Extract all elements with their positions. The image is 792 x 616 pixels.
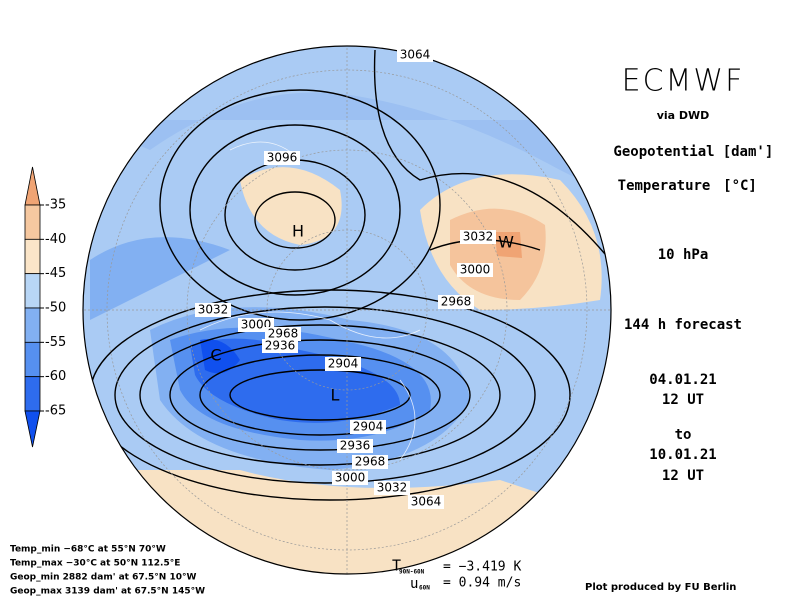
label-box [332, 471, 368, 485]
colorbar-segment [24, 238, 41, 275]
colorbar-label: -40 [45, 232, 66, 247]
title: ECMWF [622, 64, 745, 99]
stat: Geop_min 2882 dam' at 67.5°N 10°W [10, 573, 196, 583]
contour-label: 3032 [198, 303, 229, 317]
contour-label: 3000 [241, 318, 272, 332]
label-box [352, 455, 388, 469]
forecast: 144 h forecast [624, 317, 742, 333]
colorbar-segment [24, 204, 41, 240]
index-value: = −3.419 K [443, 560, 521, 575]
label-box [264, 151, 300, 165]
marker: C [210, 346, 221, 365]
contour-label: 3096 [267, 151, 298, 165]
label-box [325, 357, 361, 371]
contour-label: 2904 [328, 357, 359, 371]
index-value: = 0.94 m/s [443, 576, 521, 591]
variable: Temperature [618, 178, 711, 194]
marker: H [292, 222, 304, 241]
marker: L [331, 386, 340, 405]
index-label: u [410, 576, 418, 592]
colorbar-label: -35 [45, 198, 66, 213]
colorbar-segment [24, 273, 41, 309]
contour-label: 2968 [355, 455, 386, 469]
label-box [337, 439, 373, 453]
colorbar-label: -50 [45, 301, 66, 316]
start-date: 04.01.21 [649, 372, 716, 388]
colorbar-segment [24, 376, 41, 412]
label-box [262, 339, 298, 353]
unit: [°C] [723, 178, 757, 194]
contour-label: 2936 [265, 339, 296, 353]
variable: Geopotential [613, 144, 714, 160]
index-sub: 90N-60N [399, 569, 425, 576]
markers: H W L C [210, 222, 514, 405]
unit: [dam'] [723, 144, 774, 160]
contour-label: 2968 [441, 295, 472, 309]
contour-labels: 3064309630323000296830323000296829362904… [195, 48, 496, 509]
colorbar-label: -65 [45, 404, 66, 419]
index-label: T [392, 557, 401, 575]
contour-label: 3000 [460, 263, 491, 277]
contour-label: 2936 [340, 439, 371, 453]
label-box [374, 481, 410, 495]
stat: Temp_min −68°C at 55°N 70°W [10, 545, 166, 555]
contour-label: 3064 [400, 48, 431, 62]
contour-label: 3032 [377, 481, 408, 495]
label-box [350, 420, 386, 434]
colorbar: -35 -40 -45 -50 -55 -60 -65 [24, 166, 66, 448]
end-time: 12 UT [662, 468, 704, 484]
stat: Geop_max 3139 dam' at 67.5°N 145°W [10, 587, 205, 597]
credit: Plot produced by FU Berlin [585, 582, 736, 593]
stat: Temp_max −30°C at 50°N 112.5°E [10, 559, 180, 569]
level: 10 hPa [658, 247, 709, 263]
colorbar-label: -55 [45, 335, 66, 350]
label-box [460, 230, 496, 244]
label-box [438, 295, 474, 309]
colorbar-tip [24, 166, 41, 206]
contour-label: 3032 [463, 230, 494, 244]
index-sub: 60N [419, 585, 430, 592]
indices: T 90N-60N = −3.419 K u 60N = 0.94 m/s [392, 557, 521, 593]
map [83, 46, 611, 574]
label-box [457, 263, 493, 277]
colorbar-segment [24, 341, 41, 378]
end-date: 10.01.21 [649, 447, 716, 463]
label-box [195, 303, 231, 317]
label-box [397, 48, 433, 62]
colorbar-label: -60 [45, 369, 66, 384]
contour-label: 2904 [353, 420, 384, 434]
marker: W [498, 233, 514, 252]
contour-label: 2968 [268, 327, 299, 341]
colorbar-tip [24, 410, 41, 448]
contour-label: 3064 [411, 495, 442, 509]
start-time: 12 UT [662, 392, 704, 408]
label-box [408, 495, 444, 509]
label-box [265, 327, 301, 341]
to: to [675, 427, 692, 443]
contour-label: 3000 [335, 471, 366, 485]
colorbar-label: -45 [45, 266, 66, 281]
colorbar-segment [24, 307, 41, 343]
source: via DWD [657, 109, 710, 122]
map-border [82, 45, 612, 575]
